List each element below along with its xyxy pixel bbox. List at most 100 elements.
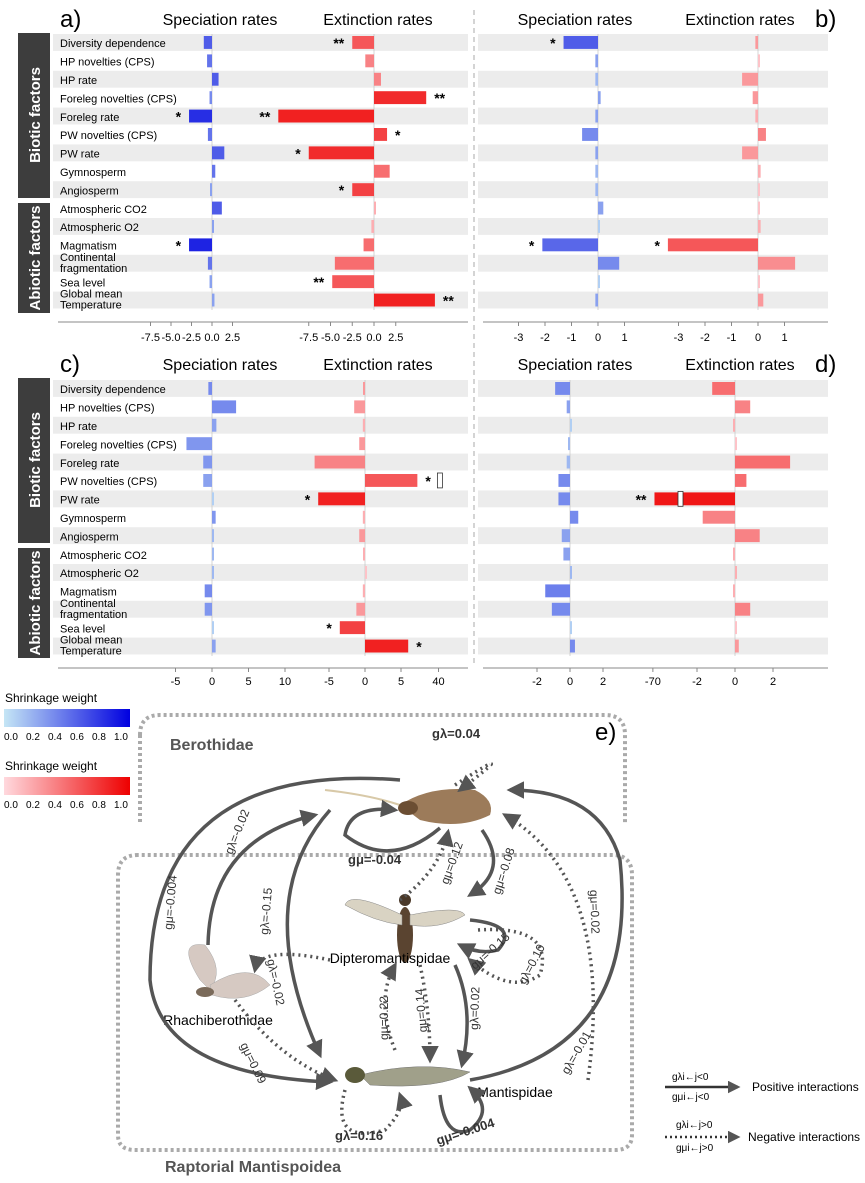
group-biotic-bottom: Biotic factors — [18, 378, 50, 543]
header-extinction-b: Extinction rates — [685, 12, 794, 29]
x-tick-label: 0 — [362, 676, 368, 688]
row-band — [53, 144, 468, 162]
edge-label-17: gμ=-0.004 — [434, 1115, 497, 1148]
speciation-bar — [212, 566, 214, 579]
x-tick-label: 5 — [245, 676, 251, 688]
speciation-bar — [212, 492, 214, 506]
berothidae-insect-image — [324, 789, 491, 824]
mantispidae-insect-image — [345, 1066, 471, 1087]
row-band — [478, 637, 828, 655]
header-speciation-d: Speciation rates — [518, 357, 633, 374]
speciation-bar — [595, 183, 598, 197]
x-tick-label: 5 — [398, 676, 404, 688]
header-extinction-d: Extinction rates — [685, 357, 794, 374]
speciation-bar — [212, 639, 216, 653]
rhachiberothidae-insect-image — [188, 944, 271, 999]
extinction-bar — [365, 566, 367, 579]
extinction-bar — [735, 529, 760, 543]
speciation-bar — [212, 418, 217, 432]
extinction-bar — [735, 639, 739, 653]
panel-letter-e: e) — [595, 719, 616, 746]
row-band — [478, 527, 828, 545]
row-band — [478, 564, 828, 581]
chart-panel-c: Diversity dependence HP novelties (CPS) HP… — [53, 380, 468, 688]
speciation-bar — [209, 91, 212, 105]
extinction-bar — [755, 36, 758, 49]
x-tick-label: 0.0 — [204, 332, 219, 344]
category-label: fragmentation — [60, 609, 127, 621]
legend-neg-top: gλi←j>0 — [676, 1120, 713, 1131]
x-tick-label: -5.0 — [162, 332, 181, 344]
speciation-bar — [186, 437, 212, 451]
speciation-bar — [595, 109, 598, 123]
extinction-bar — [735, 455, 791, 469]
chart-panel-d: ** -2 0 2 -70 -2 0 2 — [478, 380, 828, 688]
speciation-bar — [570, 639, 575, 653]
header-speciation-a: Speciation rates — [163, 12, 278, 29]
extinction-bar — [758, 293, 764, 307]
speciation-bar — [208, 382, 212, 395]
legend-neg-bot: gμi←j>0 — [676, 1143, 714, 1154]
clade-label-berothidae: Berothidae — [170, 737, 254, 754]
speciation-bar — [212, 293, 215, 307]
extinction-bar — [363, 238, 374, 252]
edge-rhachi-to-berothidae — [206, 809, 319, 946]
extinction-bar — [733, 418, 735, 432]
speciation-bar — [568, 437, 570, 451]
speciation-bar — [595, 54, 598, 68]
speciation-bar — [570, 510, 579, 524]
extinction-bar — [374, 128, 388, 141]
significance-mark: * — [416, 639, 422, 655]
extinction-bar — [354, 400, 365, 414]
category-label: PW rate — [60, 495, 100, 507]
chart-panel-b: * * * -3 -2 -1 0 1 -3 -2 -1 0 1 — [478, 34, 828, 344]
extinction-bar — [758, 220, 761, 233]
extinction-bar — [758, 201, 760, 215]
chart-panel-a: Diversity dependence HP novelties (CPS) HP… — [53, 34, 468, 344]
extinction-bar — [339, 621, 365, 635]
group-label-abiotic-bottom: Abiotic factors — [27, 550, 44, 655]
panel-letter-d: d) — [815, 351, 836, 378]
row-band — [53, 637, 468, 655]
legend-ext-title: Shrinkage weight — [5, 759, 98, 773]
extinction-bar — [314, 455, 365, 469]
extinction-bar — [758, 275, 760, 289]
speciation-bar — [582, 128, 598, 141]
extinction-bar — [352, 36, 374, 49]
x-tick-label: -2.5 — [182, 332, 201, 344]
row-band — [478, 254, 828, 272]
x-tick-label: 2 — [770, 676, 776, 688]
row-band — [478, 34, 828, 51]
x-tick-label: 2.5 — [225, 332, 240, 344]
category-label: Global mean — [60, 635, 122, 647]
edge-dipt-to-rhachi — [249, 952, 331, 974]
speciation-bar — [207, 54, 212, 68]
header-speciation-b: Speciation rates — [518, 12, 633, 29]
legend-shrinkage-speciation: Shrinkage weight 0.0 0.2 0.4 0.6 0.8 1.0 — [4, 691, 130, 743]
category-label: PW novelties (CPS) — [60, 476, 157, 488]
extinction-bar — [654, 492, 735, 506]
extinction-bar — [374, 72, 381, 86]
x-tick-label: 2 — [600, 676, 606, 688]
speciation-bar — [595, 72, 598, 86]
x-tick-label: 0 — [755, 332, 761, 344]
extinction-bar — [742, 146, 758, 160]
edge-label-1: gμ=-0.04 — [348, 852, 402, 867]
speciation-bar — [203, 455, 212, 469]
network-panel: Berothidae Raptorial Mantispoidea Dipter… — [116, 713, 860, 1176]
extinction-bar — [735, 437, 737, 451]
x-tick-label: 1 — [621, 332, 627, 344]
significance-mark: * — [176, 109, 182, 125]
speciation-bar — [595, 164, 598, 178]
category-label: PW novelties (CPS) — [60, 130, 157, 142]
extinction-bar — [755, 109, 758, 123]
legend-pos-top: gλi←j<0 — [672, 1072, 709, 1083]
row-band — [53, 416, 468, 434]
panel-letter-a: a) — [60, 6, 81, 33]
row-band — [478, 600, 828, 618]
edge-dipt-to-mantispidae-mu — [418, 964, 439, 1064]
edge-mantispidae-to-berothidae-mu — [501, 813, 595, 1081]
extinction-bar — [363, 382, 365, 395]
speciation-bar — [566, 400, 570, 414]
legend-spec-title: Shrinkage weight — [5, 691, 98, 705]
